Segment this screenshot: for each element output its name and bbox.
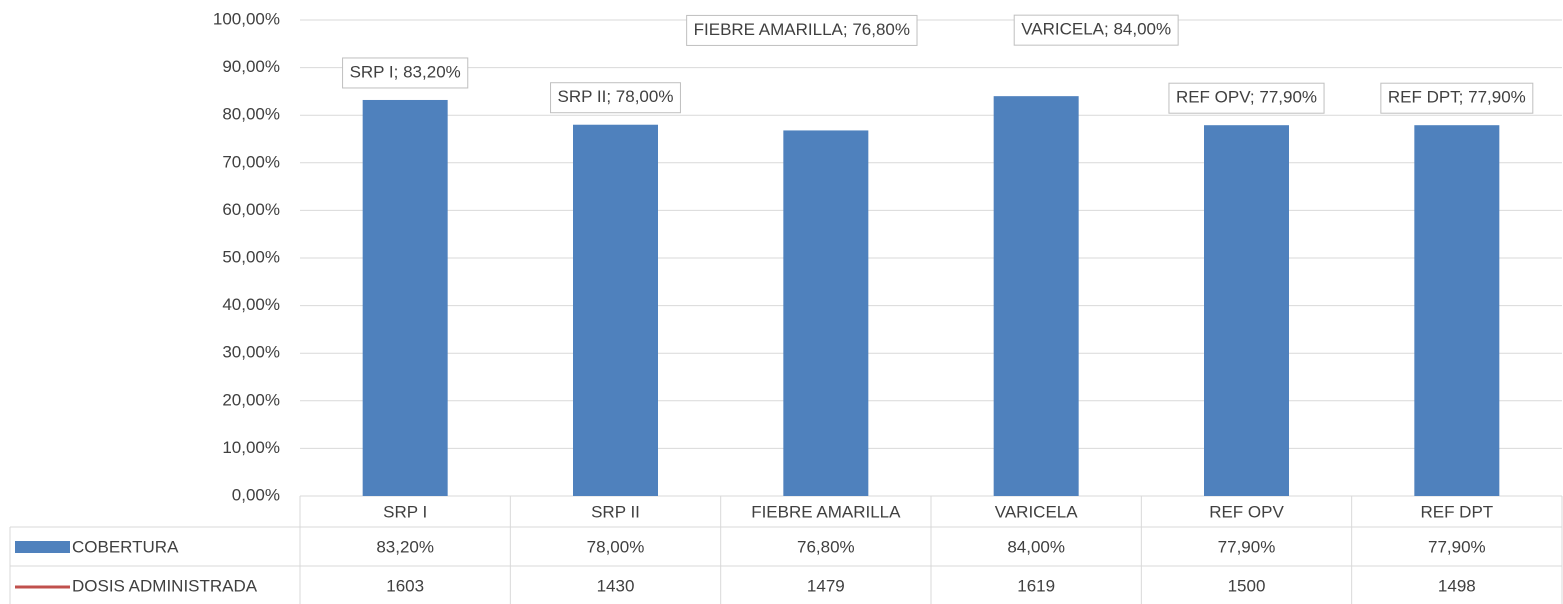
y-tick-label: 90,00% (222, 57, 280, 76)
x-tick-label: VARICELA (995, 502, 1078, 521)
y-tick-label: 50,00% (222, 247, 280, 266)
data-label-box (342, 57, 469, 89)
table-cell: 1500 (1228, 576, 1266, 595)
data-label: VARICELA; 84,00% (1021, 20, 1171, 39)
table-cell: 77,90% (1428, 537, 1486, 556)
x-tick-label: SRP I (383, 502, 427, 521)
table-cell: 78,00% (587, 537, 645, 556)
y-tick-label: 0,00% (232, 485, 280, 504)
y-tick-label: 10,00% (222, 438, 280, 457)
legend-key (15, 541, 70, 553)
table-cell: 76,80% (797, 537, 855, 556)
data-label: REF DPT; 77,90% (1388, 88, 1526, 107)
table-cell: 83,20% (376, 537, 434, 556)
bar (1414, 125, 1500, 497)
data-label: SRP II; 78,00% (558, 87, 674, 106)
bar (1204, 125, 1289, 497)
table-cell: 77,90% (1218, 537, 1276, 556)
x-tick-label: REF DPT (1420, 502, 1493, 521)
y-tick-label: 70,00% (222, 152, 280, 171)
x-tick-label: SRP II (591, 502, 640, 521)
data-label: FIEBRE AMARILLA; 76,80% (694, 20, 910, 39)
data-label: REF OPV; 77,90% (1176, 88, 1317, 107)
data-label-box (1013, 14, 1179, 46)
data-label-box (550, 82, 681, 114)
y-tick-label: 60,00% (222, 200, 280, 219)
table-cell: 1603 (386, 576, 424, 595)
table-cell: 1498 (1438, 576, 1476, 595)
bar (362, 99, 448, 496)
y-tick-label: 80,00% (222, 105, 280, 124)
table-cell: 84,00% (1007, 537, 1065, 556)
table-cell: 1479 (807, 576, 845, 595)
table-cell: 1619 (1017, 576, 1055, 595)
x-tick-label: FIEBRE AMARILLA (751, 502, 901, 521)
y-tick-label: 40,00% (222, 295, 280, 314)
data-label-box (1380, 82, 1534, 114)
data-label-box (1168, 82, 1325, 114)
y-tick-label: 100,00% (213, 9, 280, 28)
data-label-box (686, 14, 918, 46)
legend-label: COBERTURA (72, 537, 179, 556)
x-tick-label: REF OPV (1209, 502, 1284, 521)
table-cell: 1430 (597, 576, 635, 595)
legend-label: DOSIS ADMINISTRADA (72, 576, 258, 595)
bar (783, 130, 869, 496)
bar (573, 124, 658, 496)
y-tick-label: 20,00% (222, 390, 280, 409)
y-tick-label: 30,00% (222, 343, 280, 362)
bar (993, 96, 1079, 496)
data-label: SRP I; 83,20% (350, 62, 461, 81)
